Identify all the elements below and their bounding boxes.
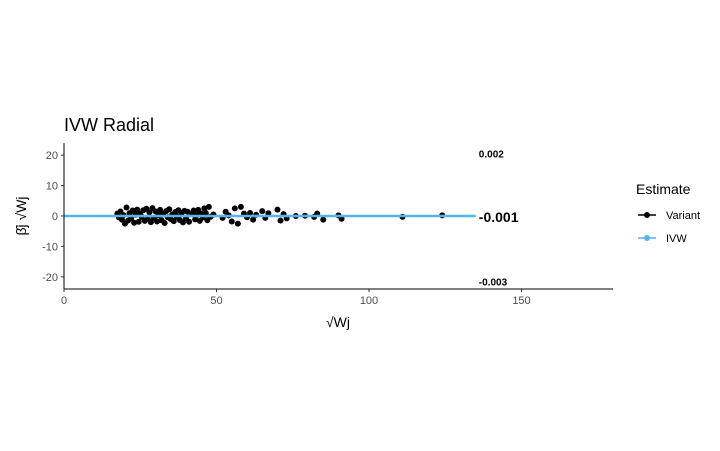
y-tick-label: 20 [46,150,58,162]
legend-item-variant: Variant [638,210,700,222]
variant-point [190,207,197,214]
variant-point [161,219,168,226]
legend-ivw-label: IVW [666,233,687,245]
variant-point [274,206,281,213]
variant-point [277,217,284,224]
legend: Estimate Variant IVW [636,181,700,245]
y-tick-label: -20 [42,272,58,284]
estimate-annotation: 0.002 [479,150,504,161]
variant-point [134,206,141,213]
variant-point [201,205,208,212]
variant-point [170,218,177,225]
variant-point [247,209,254,216]
x-axis-title-text: √Wj [326,314,350,330]
variant-point [231,205,238,212]
y-tick-label: -10 [42,241,58,253]
x-tick-label: 0 [61,295,67,307]
estimate-annotation: -0.001 [479,209,519,225]
variant-point [179,219,186,226]
x-tick-label: 50 [210,295,222,307]
y-tick-label: 0 [52,211,58,223]
y-axis-title-text: β̂j √Wj [13,196,29,235]
x-axis-title: √Wj [326,314,350,330]
legend-variant-dot [644,212,650,218]
variant-point [154,218,161,225]
variant-point [146,209,153,216]
variant-point [129,207,136,214]
variant-point [131,219,138,226]
variant-point [237,203,244,210]
variant-point [135,218,142,225]
annotations: 0.002 -0.001 -0.003 [479,150,519,289]
y-tick-label: 10 [46,181,58,193]
x-tick-label: 100 [360,295,378,307]
x-tick-label: 150 [512,295,530,307]
y-axis-title: β̂j √Wj [13,196,29,235]
estimate-annotation: -0.003 [479,277,508,288]
variant-point [320,216,327,223]
legend-ivw-dot [644,235,650,241]
variant-point [228,218,235,225]
variant-point [166,206,173,213]
variant-point [186,218,193,225]
variant-point [259,208,266,215]
chart-title: IVW Radial [64,115,154,135]
variant-point [123,204,130,211]
legend-variant-label: Variant [666,210,700,222]
variant-point [147,219,154,226]
variant-point [205,203,212,210]
variant-point [250,216,257,223]
y-axis-ticks: 20 10 0 -10 -20 [42,150,64,284]
variant-point [234,220,241,227]
legend-title: Estimate [636,181,691,197]
variant-point [202,209,209,216]
x-axis-ticks: 0 50 100 150 [61,289,531,307]
variant-point [184,208,191,215]
legend-item-ivw: IVW [638,233,687,245]
